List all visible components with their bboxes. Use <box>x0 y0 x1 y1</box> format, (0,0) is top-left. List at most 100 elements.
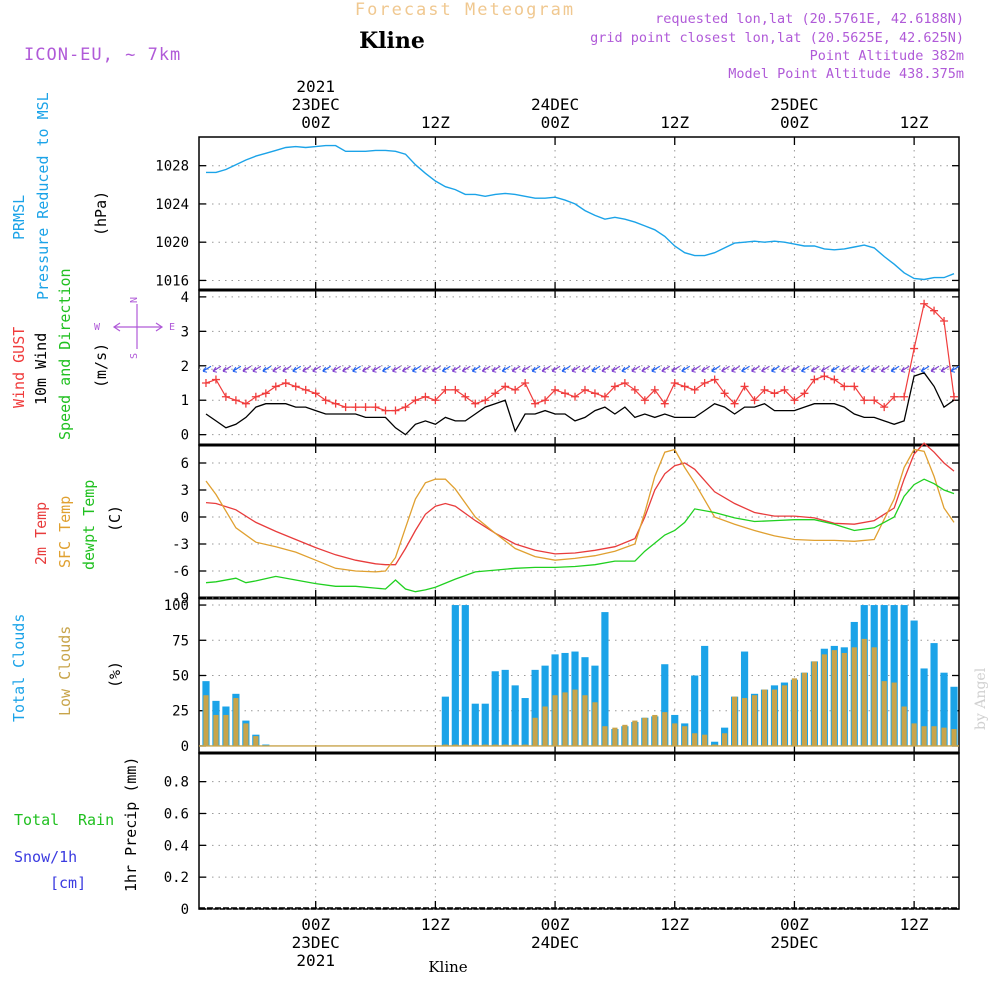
gust-point <box>461 392 470 401</box>
wind-direction-arrow <box>771 365 780 373</box>
wind-direction-arrow <box>800 365 810 373</box>
wind-direction-arrow <box>322 365 331 373</box>
precip-legend-snow: Snow/1h <box>14 848 77 866</box>
low-cloud-bar <box>253 736 259 746</box>
wind-direction-arrow <box>860 365 870 373</box>
wind-direction-arrow <box>830 365 840 373</box>
precip-legend-total: Total <box>14 811 59 829</box>
wind-direction-arrow <box>621 365 631 373</box>
gust-point <box>840 382 849 391</box>
low-cloud-bar <box>781 685 788 746</box>
total-cloud-bar <box>441 696 449 746</box>
low-cloud-bar <box>722 733 728 746</box>
wind-direction-arrow <box>202 365 212 373</box>
low-cloud-bar <box>223 714 229 746</box>
gust-point <box>381 406 390 415</box>
low-cloud-bar <box>831 650 837 746</box>
low-cloud-bar <box>881 681 887 746</box>
gust-point <box>301 385 310 394</box>
total-cloud-bar <box>521 698 529 746</box>
low-cloud-bar <box>482 744 488 746</box>
wind-direction-arrow <box>731 365 740 373</box>
low-cloud-bar <box>542 706 548 746</box>
y-tick-label: 0.2 <box>164 870 189 886</box>
wind-direction-arrow <box>222 365 232 373</box>
wind-direction-arrow <box>262 365 272 373</box>
gust-point <box>600 392 609 401</box>
total-cloud-bar <box>900 605 908 746</box>
title-top: Forecast Meteogram <box>355 0 575 20</box>
gust-point <box>880 403 889 412</box>
low-cloud-bar <box>941 727 947 746</box>
wind-direction-arrow <box>940 365 950 373</box>
gust-point <box>401 403 410 412</box>
x-tick-label-top: 24DEC <box>531 95 579 114</box>
gust-point <box>201 379 210 387</box>
wind-direction-arrow <box>721 365 730 373</box>
y-tick-label: 0.4 <box>164 838 189 854</box>
gust-point <box>481 396 490 405</box>
wind-direction-arrow <box>571 365 581 373</box>
low-cloud-bar <box>452 744 458 746</box>
wind-direction-arrow <box>581 365 591 373</box>
total-cloud-bar <box>691 675 699 746</box>
wind-direction-arrow <box>930 365 940 373</box>
gust-point <box>241 399 250 408</box>
wind-direction-arrow <box>511 365 521 373</box>
wind-direction-arrow <box>372 365 381 373</box>
low-cloud-bar <box>652 714 658 746</box>
low-cloud-bar <box>243 723 249 746</box>
y-tick-label: 1 <box>181 393 189 409</box>
footer-station: Kline <box>428 958 467 976</box>
gust-point <box>421 392 430 401</box>
gust-point <box>650 385 659 394</box>
gust-point <box>321 396 330 405</box>
wind-direction-arrow <box>551 365 561 373</box>
total-cloud-bar <box>451 605 459 746</box>
low-cloud-bar <box>522 744 528 746</box>
wind-direction-arrow <box>631 365 641 373</box>
wind-direction-arrow <box>272 365 282 373</box>
wind-direction-arrow <box>392 365 401 373</box>
gust-point <box>431 396 440 405</box>
gust-point <box>361 403 370 412</box>
low-cloud-bar <box>851 647 857 746</box>
wind-direction-arrow <box>790 365 800 373</box>
low-cloud-bar <box>702 734 708 746</box>
wind-unit: (m/s) <box>92 343 110 388</box>
gust-point <box>551 385 560 394</box>
gust-point <box>920 299 929 308</box>
total-cloud-bar <box>950 686 958 746</box>
gust-point <box>541 396 550 405</box>
requested-coords: requested lon,lat (20.5761E, 42.6188N) <box>655 11 964 27</box>
low-cloud-bar <box>911 723 917 746</box>
total-cloud-bar <box>541 665 549 746</box>
low-cloud-bar <box>791 678 798 746</box>
y-tick-label: 75 <box>172 633 189 649</box>
wind-direction-arrow <box>292 365 302 373</box>
gust-point <box>630 385 639 394</box>
wind-direction-arrow <box>701 365 710 373</box>
wind-direction-arrow <box>411 365 421 373</box>
model-point-altitude: Model Point Altitude 438.375m <box>728 66 964 82</box>
low-cloud-bar <box>712 744 718 746</box>
gust-point <box>890 392 899 401</box>
clouds-label-low: Low Clouds <box>56 626 74 716</box>
x-tick-label-bottom: 23DEC <box>292 933 340 952</box>
gust-point <box>950 392 959 401</box>
precip-panel-frame <box>198 752 960 910</box>
pressure-panel-frame <box>198 136 960 291</box>
precip-ylabel: 1hr Precip (mm) <box>122 757 140 892</box>
gust-point <box>590 389 599 398</box>
wind-direction-arrow <box>591 365 601 373</box>
wind-direction-arrow <box>332 365 341 373</box>
sfc-temp-series-line <box>205 448 955 573</box>
x-tick-label-bottom: 00Z <box>301 915 330 934</box>
low-cloud-bar <box>662 712 668 746</box>
total-cloud-bar <box>940 672 948 746</box>
x-tick-label-bottom: 2021 <box>296 951 335 970</box>
wind-direction-arrow <box>212 365 222 373</box>
wind-direction-arrow <box>840 365 850 373</box>
wind-direction-arrow <box>691 365 700 373</box>
